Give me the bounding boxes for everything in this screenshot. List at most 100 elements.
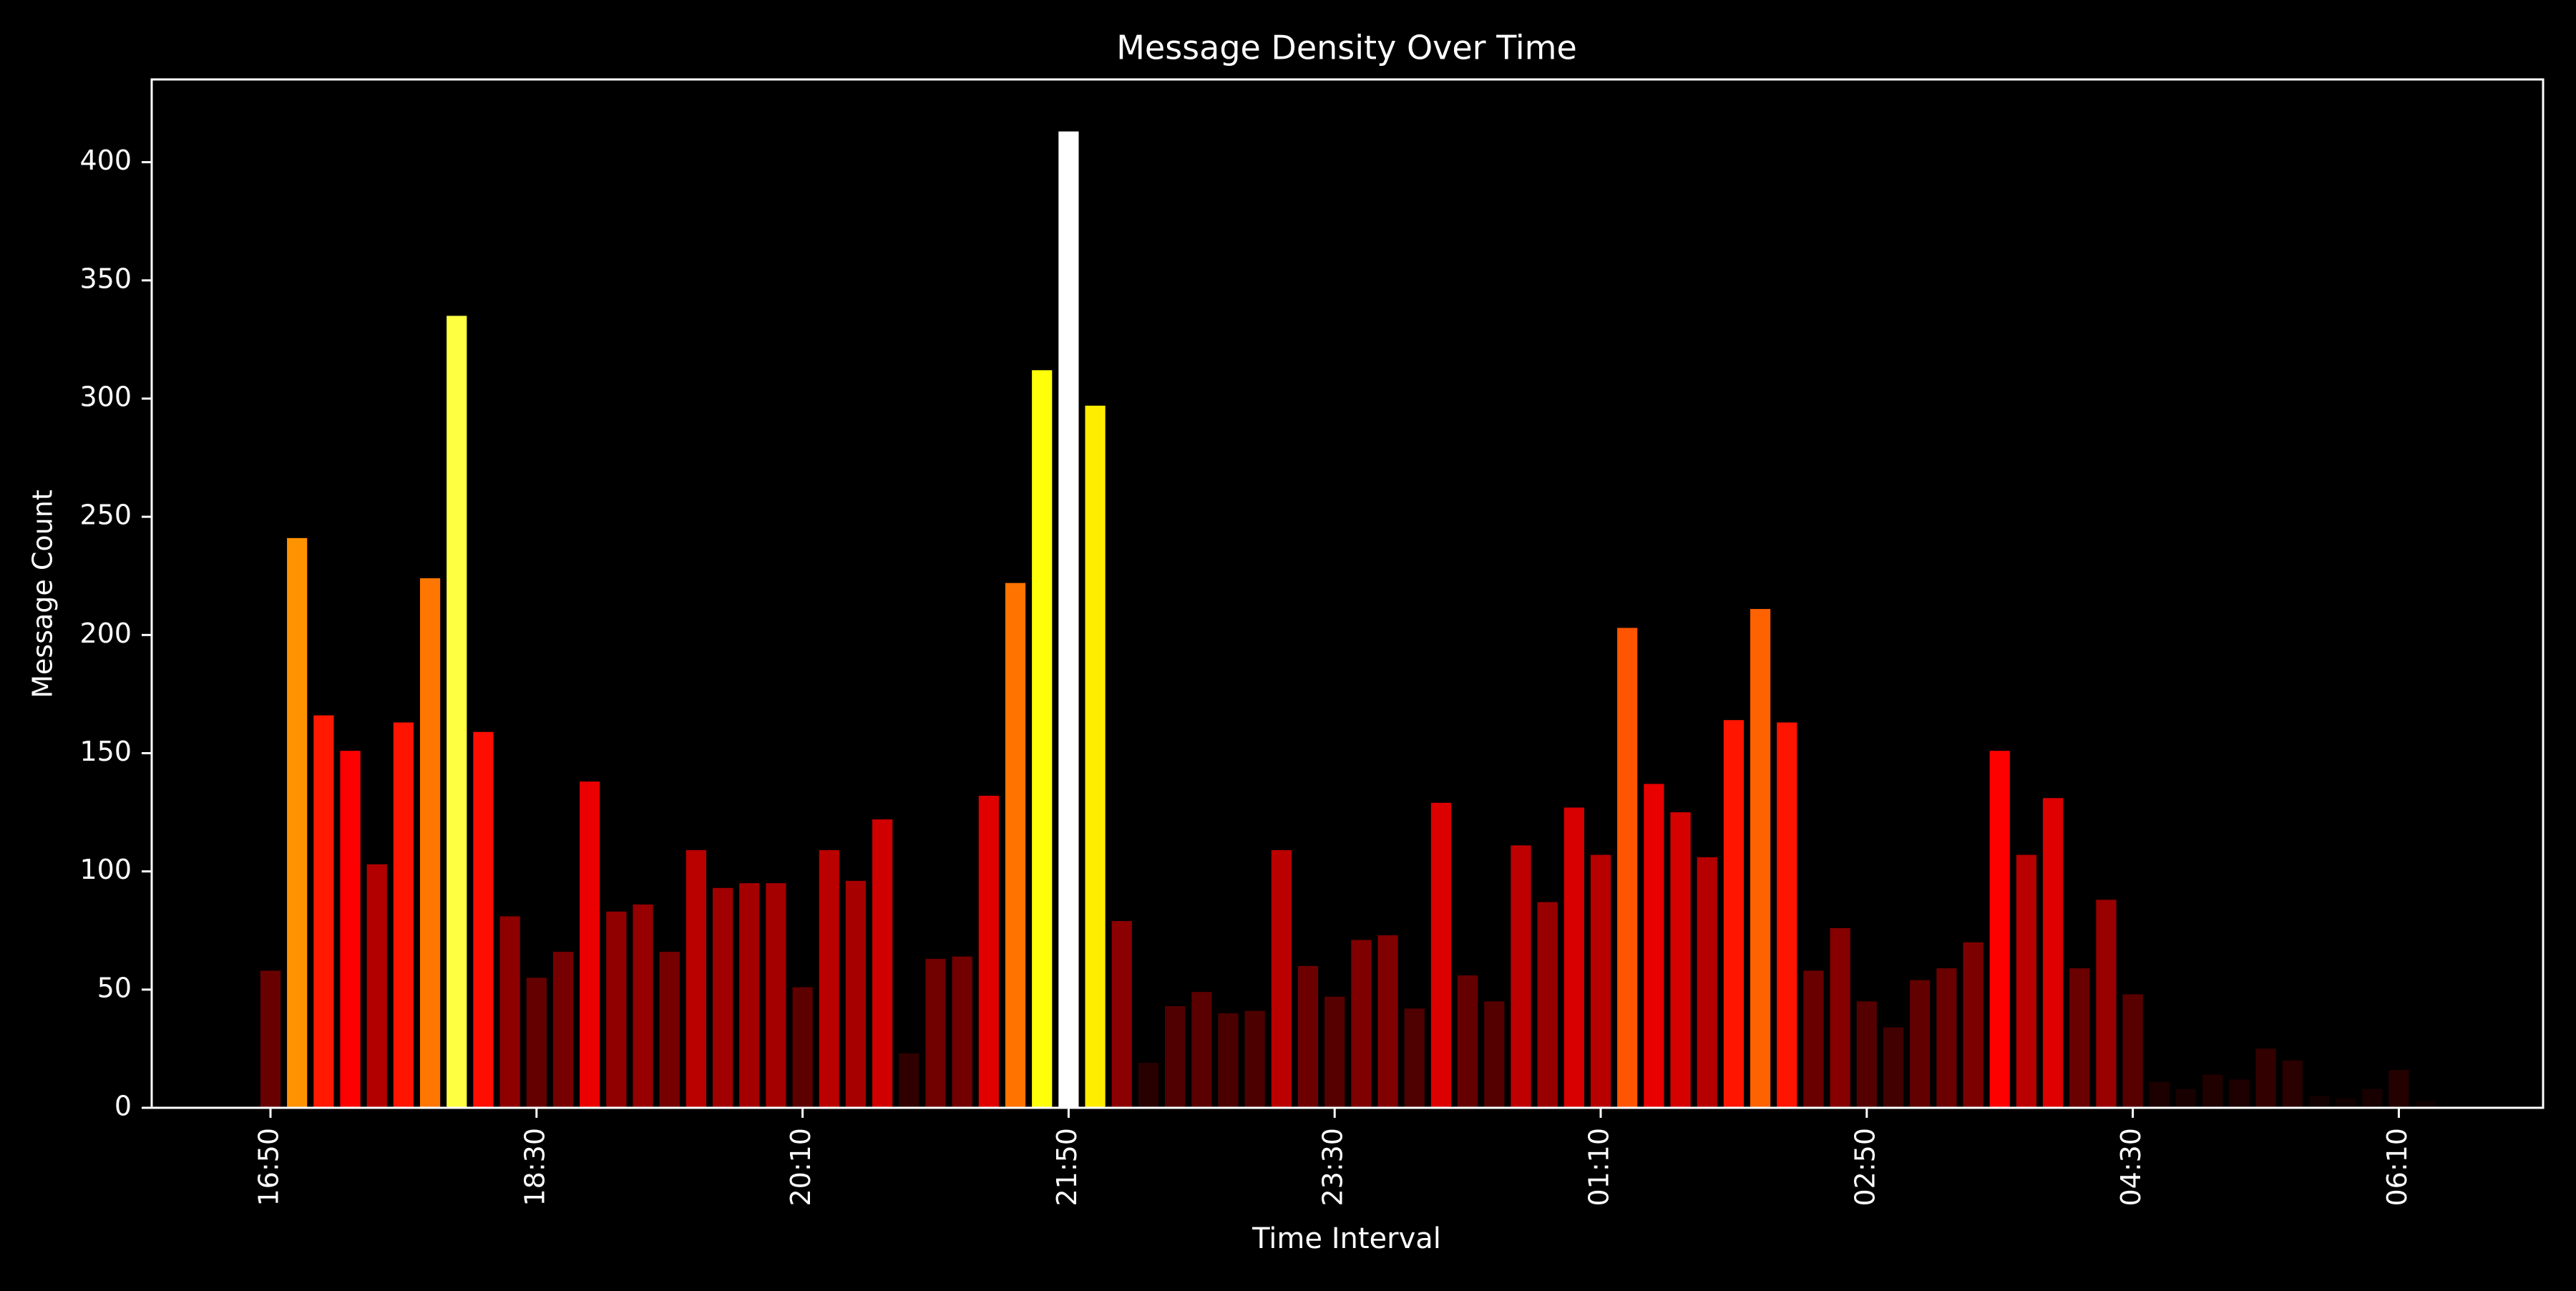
- bar-21:20: [978, 795, 999, 1108]
- bar-00:30: [1484, 1001, 1505, 1108]
- bar-01:30: [1644, 784, 1664, 1108]
- bar-00:20: [1458, 975, 1478, 1108]
- bar-18:40: [552, 951, 574, 1108]
- bar-06:20: [2415, 1101, 2436, 1108]
- bar-04:20: [2096, 900, 2117, 1108]
- bar-18:50: [580, 781, 600, 1108]
- bar-23:50: [1377, 935, 1398, 1108]
- bar-17:20: [340, 751, 361, 1108]
- bar-03:10: [1910, 980, 1931, 1108]
- bar-20:40: [872, 819, 893, 1108]
- y-tick-label: 100: [79, 854, 132, 885]
- bar-19:00: [606, 911, 627, 1108]
- bar-05:00: [2202, 1074, 2223, 1108]
- bar-18:10: [473, 731, 494, 1108]
- bar-06:10: [2389, 1070, 2409, 1108]
- x-tick-label: 01:10: [1584, 1128, 1615, 1207]
- bar-00:00: [1404, 1008, 1425, 1108]
- bar-22:20: [1138, 1063, 1159, 1108]
- x-tick-label: 04:30: [2115, 1128, 2147, 1207]
- bar-01:10: [1590, 854, 1611, 1108]
- bar-17:50: [419, 578, 441, 1108]
- bar-21:10: [952, 956, 972, 1108]
- chart-title: Message Density Over Time: [1116, 29, 1577, 67]
- y-tick-label: 0: [114, 1091, 132, 1122]
- bar-20:10: [792, 987, 813, 1108]
- bar-04:00: [2042, 798, 2064, 1108]
- bar-05:30: [2282, 1060, 2303, 1108]
- bar-18:30: [526, 978, 547, 1108]
- bar-05:50: [2335, 1098, 2356, 1108]
- x-tick-label: 18:30: [519, 1128, 550, 1207]
- bar-17:40: [393, 722, 414, 1108]
- y-tick-label: 400: [79, 145, 132, 176]
- bar-03:40: [1989, 751, 2010, 1108]
- bar-19:30: [686, 849, 706, 1108]
- bar-01:00: [1563, 807, 1584, 1108]
- bar-22:50: [1218, 1013, 1239, 1108]
- bar-23:00: [1244, 1010, 1265, 1108]
- bar-20:00: [766, 883, 786, 1108]
- bar-17:30: [366, 864, 387, 1108]
- bar-23:20: [1297, 965, 1319, 1108]
- bars-layer: [260, 131, 2436, 1109]
- y-tick-label: 150: [79, 736, 132, 767]
- x-tick-label: 02:50: [1849, 1128, 1880, 1207]
- bar-02:40: [1830, 927, 1850, 1108]
- bar-19:40: [712, 887, 733, 1108]
- bar-17:10: [313, 715, 334, 1108]
- bar-02:30: [1803, 970, 1824, 1108]
- bar-18:20: [499, 916, 520, 1108]
- x-tick-label: 21:50: [1051, 1128, 1083, 1207]
- x-axis-label: Time Interval: [1252, 1222, 1441, 1255]
- bar-03:30: [1963, 942, 1984, 1108]
- y-axis-label: Message Count: [27, 489, 59, 698]
- x-tick-label: 06:10: [2381, 1128, 2413, 1207]
- bar-22:00: [1085, 405, 1106, 1108]
- bar-22:30: [1165, 1005, 1186, 1108]
- x-tick-label: 23:30: [1317, 1128, 1349, 1207]
- bar-22:40: [1191, 992, 1212, 1108]
- x-tick-label: 16:50: [253, 1128, 285, 1207]
- y-tick-label: 50: [97, 972, 132, 1003]
- bar-03:50: [2016, 854, 2036, 1108]
- bar-05:40: [2308, 1096, 2329, 1108]
- bar-23:10: [1271, 849, 1292, 1108]
- bar-02:20: [1777, 722, 1797, 1108]
- bar-21:50: [1058, 131, 1079, 1109]
- y-tick-label: 250: [79, 500, 132, 531]
- bar-02:00: [1723, 720, 1744, 1108]
- bar-20:20: [819, 849, 839, 1108]
- y-tick-label: 350: [79, 263, 132, 294]
- bar-03:20: [1936, 968, 1957, 1108]
- bar-23:30: [1324, 996, 1345, 1108]
- bar-01:20: [1617, 628, 1638, 1108]
- bar-00:10: [1430, 802, 1452, 1108]
- bar-04:10: [2069, 968, 2090, 1108]
- bar-03:00: [1883, 1027, 1904, 1108]
- axes-layer: 0 50 100 150 200 250 300 350 400 16:50 18:30 20:10 2…: [79, 78, 2545, 1207]
- bar-19:50: [739, 883, 760, 1108]
- bar-23:40: [1351, 940, 1372, 1108]
- bar-04:30: [2122, 994, 2143, 1108]
- bar-19:10: [633, 904, 653, 1108]
- plot-frame: [150, 78, 2545, 1109]
- bar-04:40: [2149, 1081, 2170, 1108]
- bar-06:00: [2362, 1088, 2383, 1108]
- bar-21:00: [925, 958, 946, 1108]
- bar-21:30: [1005, 583, 1026, 1108]
- y-tick-label: 300: [79, 381, 132, 412]
- bar-16:50: [260, 970, 281, 1108]
- bar-00:50: [1537, 902, 1558, 1108]
- bar-01:40: [1670, 812, 1691, 1108]
- bar-02:10: [1750, 608, 1771, 1108]
- bar-17:00: [287, 537, 308, 1108]
- bar-20:30: [845, 880, 867, 1108]
- y-tick-label: 200: [79, 618, 132, 649]
- bar-20:50: [899, 1053, 919, 1108]
- bar-18:00: [447, 316, 467, 1109]
- bar-05:10: [2229, 1079, 2250, 1108]
- bar-05:20: [2255, 1048, 2276, 1108]
